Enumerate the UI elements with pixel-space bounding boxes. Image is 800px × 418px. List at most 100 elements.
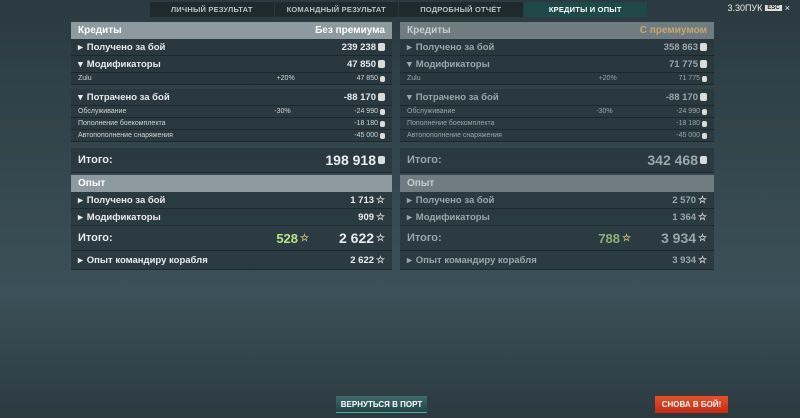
credits-icon [700, 156, 707, 164]
row-value: 3 934 [672, 254, 697, 266]
equipment-row: Автопополнение снаряжения -45 000 [71, 130, 392, 142]
xp-earned-row[interactable]: ▸ Получено за бой 2 570 ☆ [400, 192, 714, 209]
account-mode: С премиумом [639, 25, 707, 36]
close-icon[interactable]: × [784, 3, 790, 13]
row-value: -24 990 [676, 108, 700, 115]
spent-row[interactable]: ▾ Потрачено за бой -88 170 [71, 89, 392, 106]
credits-icon [378, 43, 385, 51]
tab-credits-xp[interactable]: КРЕДИТЫ И ОПЫТ [523, 2, 648, 17]
esc-key-badge[interactable]: ESC [765, 5, 782, 11]
clock: 3.30ПУК [727, 3, 763, 13]
xp-star-icon: ☆ [376, 194, 385, 206]
row-value: 1 713 [350, 194, 375, 206]
credits-icon [380, 108, 385, 115]
modifiers-row[interactable]: ▾ Модификаторы 47 850 [71, 56, 392, 73]
row-value: -88 170 [665, 91, 698, 103]
tab-bar: ЛИЧНЫЙ РЕЗУЛЬТАТ КОМАНДНЫЙ РЕЗУЛЬТАТ ПОД… [150, 2, 648, 17]
commander-xp-row[interactable]: ▸ Опыт командиру корабля 3 934 ☆ [400, 251, 714, 270]
premium-column: Кредиты С премиумом ▸ Получено за бой 358 8… [400, 22, 714, 270]
battle-again-button[interactable]: СНОВА В БОЙ! [655, 396, 728, 413]
credits-icon [702, 120, 707, 127]
percent: +20% [276, 75, 295, 82]
account-mode: Без премиума [315, 25, 385, 36]
row-value: -18 180 [676, 120, 700, 127]
row-value: 71 775 [668, 58, 698, 70]
top-right: 3.30ПУК ESC × [727, 3, 790, 13]
zulu-row: Zulu +20% 47 850 [71, 73, 392, 85]
row-label: Пополнение боекомплекта [407, 120, 495, 127]
row-label: Модификаторы [86, 58, 161, 70]
credits-icon [702, 108, 707, 115]
zulu-row: Zulu +20% 71 775 [400, 73, 714, 85]
service-row: Обслуживание -30% -24 990 [400, 106, 714, 118]
collapse-arrow-icon[interactable]: ▾ [407, 58, 412, 70]
return-to-port-button[interactable]: ВЕРНУТЬСЯ В ПОРТ [336, 396, 427, 413]
credits-title: Кредиты [407, 25, 451, 36]
tab-team-result[interactable]: КОМАНДНЫЙ РЕЗУЛЬТАТ [275, 2, 399, 17]
row-value: 71 775 [678, 75, 700, 82]
equipment-row: Автопополнение снаряжения -45 000 [400, 130, 714, 142]
collapse-arrow-icon[interactable]: ▾ [407, 91, 412, 103]
modifiers-row[interactable]: ▾ Модификаторы 71 775 [400, 56, 714, 73]
credits-icon [380, 120, 385, 127]
xp-title: Опыт [407, 178, 435, 189]
row-value: -18 180 [354, 120, 378, 127]
tab-personal-result[interactable]: ЛИЧНЫЙ РЕЗУЛЬТАТ [150, 2, 275, 17]
expand-arrow-icon[interactable]: ▸ [407, 194, 412, 206]
percent: -30% [596, 108, 613, 115]
credits-total-row: Итого: 198 918 [71, 148, 392, 173]
row-value: 358 863 [663, 41, 698, 53]
credits-icon [378, 93, 385, 101]
earned-row[interactable]: ▸ Получено за бой 358 863 [400, 39, 714, 56]
row-value: 2 622 [350, 254, 375, 266]
tab-detailed-report[interactable]: ПОДРОБНЫЙ ОТЧЁТ [399, 2, 524, 17]
row-label: Пополнение боекомплекта [78, 120, 166, 127]
xp-earned-row[interactable]: ▸ Получено за бой 1 713 ☆ [71, 192, 392, 209]
expand-arrow-icon[interactable]: ▸ [407, 211, 412, 223]
expand-arrow-icon[interactable]: ▸ [78, 211, 83, 223]
percent: +20% [598, 75, 617, 82]
credits-icon [700, 93, 707, 101]
row-label: Итого: [78, 232, 113, 244]
ammo-row: Пополнение боекомплекта -18 180 [71, 118, 392, 130]
xp-star-icon: ☆ [698, 254, 707, 266]
row-label: Автопополнение снаряжения [78, 132, 173, 139]
row-value: -24 990 [354, 108, 378, 115]
row-value: -45 000 [354, 132, 378, 139]
credits-header: Кредиты С премиумом [400, 22, 714, 39]
expand-arrow-icon[interactable]: ▸ [78, 254, 83, 266]
xp-header: Опыт [400, 175, 714, 192]
xp-star-icon: ☆ [376, 232, 385, 244]
earned-row[interactable]: ▸ Получено за бой 239 238 [71, 39, 392, 56]
expand-arrow-icon[interactable]: ▸ [78, 41, 83, 53]
credits-icon [380, 132, 385, 139]
expand-arrow-icon[interactable]: ▸ [407, 254, 412, 266]
free-xp-star-icon: ☆ [622, 232, 631, 244]
xp-title: Опыт [78, 178, 106, 189]
row-label: Получено за бой [415, 194, 495, 206]
credits-total-row: Итого: 342 468 [400, 148, 714, 173]
row-label: Модификаторы [86, 211, 161, 223]
row-value: 239 238 [341, 41, 376, 53]
row-label: Автопополнение снаряжения [407, 132, 502, 139]
credits-icon [378, 60, 385, 68]
row-label: Получено за бой [86, 41, 166, 53]
collapse-arrow-icon[interactable]: ▾ [78, 58, 83, 70]
credits-title: Кредиты [78, 25, 122, 36]
ammo-row: Пополнение боекомплекта -18 180 [400, 118, 714, 130]
credits-icon [700, 43, 707, 51]
row-label: Zulu [407, 75, 421, 82]
xp-modifiers-row[interactable]: ▸ Модификаторы 1 364 ☆ [400, 209, 714, 226]
collapse-arrow-icon[interactable]: ▾ [78, 91, 83, 103]
commander-xp-row[interactable]: ▸ Опыт командиру корабля 2 622 ☆ [71, 251, 392, 270]
xp-modifiers-row[interactable]: ▸ Модификаторы 909 ☆ [71, 209, 392, 226]
free-xp-star-icon: ☆ [300, 232, 309, 244]
expand-arrow-icon[interactable]: ▸ [78, 194, 83, 206]
row-label: Итого: [78, 154, 113, 166]
free-xp: 788 [598, 230, 621, 246]
spent-row[interactable]: ▾ Потрачено за бой -88 170 [400, 89, 714, 106]
row-label: Обслуживание [407, 108, 456, 115]
credits-header: Кредиты Без премиума [71, 22, 392, 39]
row-value: 47 850 [346, 58, 376, 70]
expand-arrow-icon[interactable]: ▸ [407, 41, 412, 53]
